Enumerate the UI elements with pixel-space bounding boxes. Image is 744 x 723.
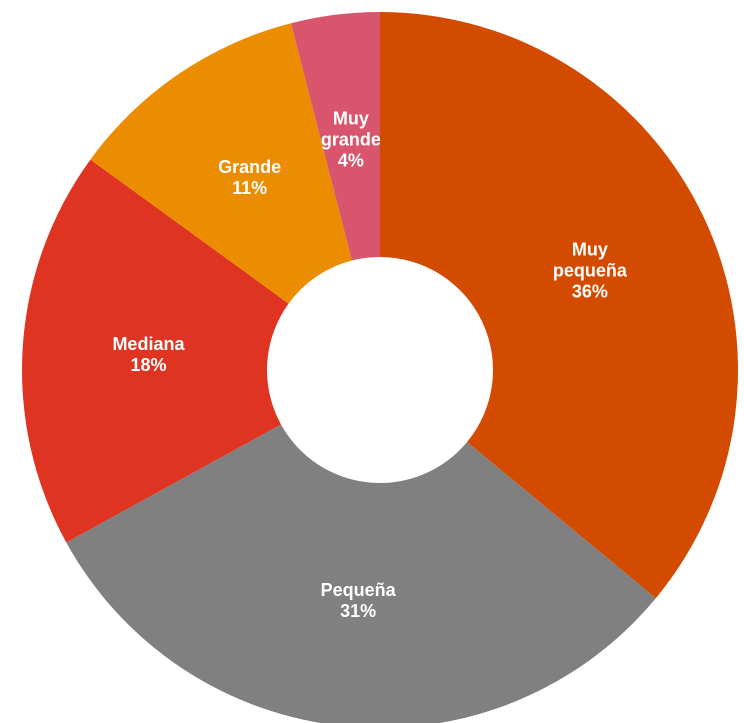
value-label: 31% <box>340 600 377 621</box>
donut-slice <box>21 159 289 543</box>
category-label: Muy pequeña <box>552 239 627 281</box>
donut-slice <box>90 23 352 304</box>
donut-slice <box>380 12 738 599</box>
data-label: Grande 11% <box>202 157 298 199</box>
donut-slice <box>66 424 656 723</box>
value-label: 36% <box>571 281 608 302</box>
data-label: Muy grande 4% <box>303 108 399 171</box>
category-label: Mediana <box>112 334 185 355</box>
donut-slice <box>290 11 380 261</box>
category-label: Muy grande <box>320 108 381 150</box>
value-label: 18% <box>130 355 167 376</box>
data-label: Muy pequeña 36% <box>542 240 638 303</box>
value-label: 4% <box>337 150 364 171</box>
value-label: 11% <box>232 178 268 199</box>
category-label: Pequeña <box>320 579 396 600</box>
data-label: Pequeña 31% <box>310 580 406 622</box>
data-label: Mediana 18% <box>100 334 196 376</box>
category-label: Grande <box>218 157 282 178</box>
